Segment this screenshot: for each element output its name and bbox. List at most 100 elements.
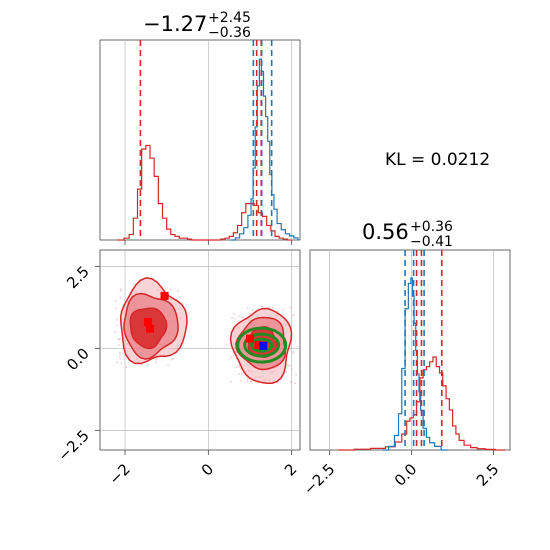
blue-histogram bbox=[231, 58, 299, 241]
scatter-point bbox=[114, 330, 117, 333]
scatter-point bbox=[291, 368, 293, 370]
red-marker bbox=[146, 324, 154, 333]
panel-frame bbox=[99, 249, 301, 451]
scatter-point bbox=[277, 310, 279, 313]
title-x1: −1.27 bbox=[143, 12, 207, 36]
red-marker bbox=[160, 291, 169, 300]
y-tick-label: 0.0 bbox=[63, 344, 93, 374]
scatter-point bbox=[118, 344, 120, 346]
scatter-point bbox=[147, 364, 150, 366]
scatter-point bbox=[250, 380, 252, 383]
y-tick-label: −2.5 bbox=[54, 426, 92, 464]
scatter-point bbox=[261, 305, 263, 308]
x-tick-label: −2 bbox=[105, 460, 133, 488]
scatter-point bbox=[169, 288, 172, 291]
scatter-point bbox=[117, 338, 120, 341]
scatter-point bbox=[289, 306, 291, 309]
scatter-point bbox=[125, 366, 128, 368]
scatter-point bbox=[119, 353, 121, 356]
scatter-point bbox=[233, 313, 235, 315]
scatter-point bbox=[238, 373, 240, 375]
scatter-point bbox=[119, 356, 121, 359]
scatter-point bbox=[177, 290, 179, 292]
title-x1-sup: +2.45 bbox=[208, 10, 251, 26]
red-histogram bbox=[337, 356, 506, 451]
scatter-point bbox=[251, 309, 254, 312]
x-tick-label: −2.5 bbox=[300, 460, 338, 498]
scatter-point bbox=[246, 378, 249, 380]
scatter-point bbox=[246, 380, 249, 383]
scatter-point bbox=[122, 352, 124, 354]
red-marker bbox=[254, 341, 263, 350]
panel-frame bbox=[99, 39, 301, 241]
x-tick-label: 2 bbox=[281, 460, 300, 479]
scatter-point bbox=[288, 364, 291, 367]
scatter-point bbox=[118, 338, 121, 340]
x-tick-label: 2.5 bbox=[473, 460, 503, 490]
scatter-point bbox=[240, 368, 242, 370]
red-histogram bbox=[117, 144, 292, 241]
green-contour bbox=[250, 337, 274, 353]
green-contour bbox=[243, 332, 281, 358]
blue-marker bbox=[259, 341, 268, 350]
scatter-point bbox=[293, 313, 295, 316]
scatter-point bbox=[292, 351, 295, 353]
scatter-point bbox=[114, 300, 117, 302]
scatter-point bbox=[140, 363, 143, 366]
scatter-point bbox=[292, 352, 294, 355]
scatter-point bbox=[120, 288, 123, 290]
blue-histogram bbox=[382, 277, 448, 451]
scatter-point bbox=[285, 371, 287, 373]
scatter-point bbox=[119, 297, 122, 299]
title-x1-main: −1.27 bbox=[143, 12, 207, 36]
title-x2-sup: +0.36 bbox=[410, 219, 453, 235]
scatter-point bbox=[238, 365, 240, 367]
scatter-point bbox=[167, 364, 169, 366]
title-x1-sub: −0.36 bbox=[208, 25, 251, 41]
scatter-point bbox=[282, 309, 284, 312]
scatter-point bbox=[246, 307, 249, 310]
scatter-point bbox=[287, 364, 289, 367]
scatter-point bbox=[268, 306, 270, 309]
scatter-point bbox=[235, 366, 238, 368]
x-tick-label: 0 bbox=[198, 460, 217, 479]
x2-marginal-panel: −2.5 0.0 2.5 bbox=[300, 249, 511, 499]
green-contour bbox=[236, 326, 288, 364]
title-x2-sub: −0.41 bbox=[410, 234, 453, 250]
x-tick-label: 0.0 bbox=[391, 460, 421, 490]
scatter-point bbox=[120, 362, 123, 365]
scatter-point bbox=[290, 381, 292, 383]
scatter-point bbox=[295, 373, 297, 376]
scatter-point bbox=[172, 357, 174, 360]
title-x2-main: 0.56 bbox=[362, 220, 409, 244]
scatter-point bbox=[230, 355, 233, 358]
scatter-point bbox=[235, 357, 238, 360]
red-marker bbox=[246, 334, 254, 343]
scatter-point bbox=[290, 347, 293, 349]
y-tick-label: 2.5 bbox=[63, 262, 93, 292]
scatter-point bbox=[241, 316, 243, 319]
kl-annotation: KL = 0.0212 bbox=[385, 150, 490, 170]
scatter-point bbox=[231, 317, 233, 319]
scatter-point bbox=[116, 319, 119, 321]
scatter-point bbox=[115, 307, 117, 310]
scatter-point bbox=[230, 380, 232, 383]
scatter-point bbox=[229, 357, 231, 360]
scatter-point bbox=[234, 317, 237, 320]
scatter-point bbox=[290, 315, 293, 317]
scatter-point bbox=[241, 373, 243, 375]
scatter-point bbox=[238, 315, 240, 317]
x1-marginal-panel bbox=[99, 39, 301, 245]
scatter-point bbox=[155, 361, 158, 363]
joint-panel: −2 0 2 2.5 0.0 −2.5 bbox=[54, 249, 301, 488]
scatter-point bbox=[119, 351, 121, 354]
title-x2: 0.56 bbox=[362, 220, 409, 244]
scatter-point bbox=[271, 306, 274, 309]
scatter-point bbox=[294, 382, 296, 384]
scatter-point bbox=[240, 379, 242, 382]
scatter-point bbox=[119, 289, 122, 292]
scatter-point bbox=[116, 361, 118, 364]
scatter-point bbox=[249, 313, 251, 315]
scatter-point bbox=[170, 358, 173, 361]
